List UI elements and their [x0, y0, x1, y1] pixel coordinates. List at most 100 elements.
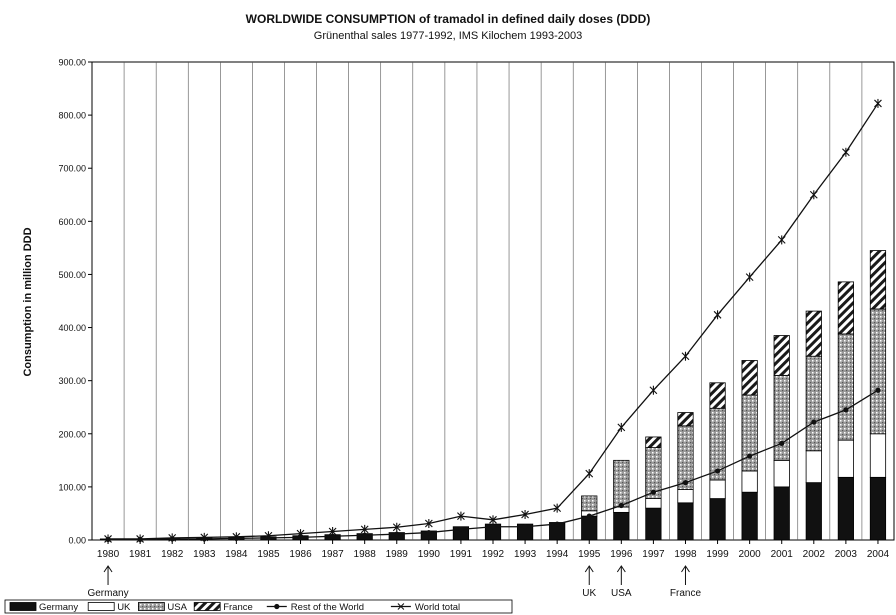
point-world-total — [104, 534, 112, 544]
bar-uk — [837, 439, 854, 478]
x-tick-label: 1999 — [706, 549, 729, 560]
point-world-total — [713, 310, 722, 320]
point-rest-of-the-world — [586, 513, 592, 519]
x-tick-label: 1993 — [514, 549, 537, 560]
line-world-total — [108, 103, 879, 540]
bar-france — [805, 310, 822, 357]
x-tick-label: 1998 — [674, 549, 697, 560]
point-rest-of-the-world — [458, 526, 464, 532]
legend-swatch-france — [193, 602, 221, 611]
point-world-total — [264, 531, 273, 541]
point-rest-of-the-world — [522, 524, 528, 530]
point-world-total — [328, 527, 337, 537]
point-world-total — [489, 515, 497, 525]
legend-label-rest-of-the-world: Rest of the World — [291, 602, 364, 613]
x-tick-label: 1992 — [482, 549, 505, 560]
bar-france — [645, 436, 662, 448]
bar-germany — [581, 515, 598, 541]
chart-subtitle: Grünenthal sales 1977-1992, IMS Kilochem… — [313, 30, 583, 42]
x-tick-label: 1986 — [289, 549, 312, 560]
y-tick-label: 200.00 — [58, 429, 86, 439]
point-world-total — [649, 385, 658, 395]
bar-usa — [869, 308, 887, 435]
x-tick-label: 1985 — [257, 549, 280, 560]
point-rest-of-the-world — [426, 529, 432, 536]
x-tick-label: 1984 — [225, 549, 248, 560]
bar-uk — [709, 479, 726, 499]
point-world-total — [841, 147, 850, 157]
bar-usa — [805, 355, 822, 452]
x-tick-label: 1988 — [354, 549, 377, 560]
point-world-total — [200, 532, 209, 542]
legend-swatch-uk — [87, 602, 115, 611]
x-tick-label: 1996 — [610, 549, 633, 560]
y-tick-label: 600.00 — [58, 217, 86, 227]
bar-uk — [645, 498, 662, 509]
x-tick-label: 1982 — [161, 549, 184, 560]
x-tick-label: 2003 — [835, 549, 858, 560]
annotation-arrowhead — [681, 565, 690, 573]
chart-title: WORLDWIDE CONSUMPTION of tramadol in def… — [245, 12, 651, 26]
bar-usa — [837, 333, 854, 441]
point-rest-of-the-world — [779, 440, 785, 446]
legend-label-world-total: World total — [415, 602, 460, 613]
x-tick-label: 1989 — [386, 549, 409, 560]
annotation-arrowhead — [584, 565, 594, 573]
x-tick-label: 1990 — [418, 549, 441, 560]
point-world-total — [232, 532, 241, 542]
point-rest-of-the-world — [843, 407, 849, 413]
y-tick-label: 100.00 — [58, 482, 86, 492]
bar-usa — [773, 374, 790, 461]
point-world-total — [585, 469, 594, 479]
legend-label-uk: UK — [117, 602, 131, 613]
point-world-total — [392, 522, 401, 532]
legend-label-france: France — [223, 602, 253, 613]
y-tick-label: 300.00 — [58, 376, 86, 386]
bar-france — [869, 250, 887, 310]
annotation-germany: Germany — [87, 588, 128, 599]
x-tick-label: 1980 — [97, 549, 120, 560]
bar-germany — [805, 482, 822, 541]
annotation-arrowhead — [103, 565, 113, 573]
point-rest-of-the-world — [490, 524, 496, 530]
point-rest-of-the-world — [747, 453, 753, 459]
point-world-total — [681, 351, 690, 361]
point-world-total — [809, 190, 818, 200]
bar-germany — [773, 486, 790, 541]
x-tick-label: 1995 — [578, 549, 601, 560]
y-tick-label: 500.00 — [58, 270, 86, 280]
bar-france — [677, 412, 694, 427]
point-world-total — [874, 98, 882, 108]
point-rest-of-the-world — [362, 532, 368, 538]
y-axis-label: Consumption in million DDD — [22, 227, 34, 376]
point-rest-of-the-world — [618, 502, 624, 509]
x-tick-label: 1994 — [546, 549, 569, 560]
x-tick-label: 2002 — [803, 549, 826, 560]
point-world-total — [136, 534, 145, 544]
legend-marker-rest-of-the-world — [274, 603, 280, 610]
bar-usa — [581, 495, 598, 512]
point-rest-of-the-world — [330, 533, 336, 539]
bar-uk — [805, 450, 822, 484]
x-tick-label: 2000 — [739, 549, 762, 560]
point-world-total — [360, 524, 369, 534]
x-tick-label: 1981 — [129, 549, 152, 560]
point-world-total — [168, 533, 177, 543]
point-world-total — [553, 503, 562, 513]
bar-usa — [741, 394, 758, 472]
bar-france — [837, 281, 854, 335]
bar-germany — [741, 491, 758, 541]
x-tick-label: 1991 — [450, 549, 473, 560]
bar-germany — [645, 507, 662, 541]
y-tick-label: 800.00 — [58, 111, 86, 121]
legend-swatch-usa — [137, 602, 165, 611]
bar-uk — [869, 433, 887, 478]
y-tick-label: 700.00 — [58, 164, 86, 174]
point-world-total — [457, 511, 465, 521]
point-rest-of-the-world — [682, 480, 689, 486]
bar-france — [709, 382, 726, 409]
x-tick-label: 1997 — [642, 549, 665, 560]
bar-uk — [773, 459, 790, 488]
bar-germany — [613, 511, 630, 541]
